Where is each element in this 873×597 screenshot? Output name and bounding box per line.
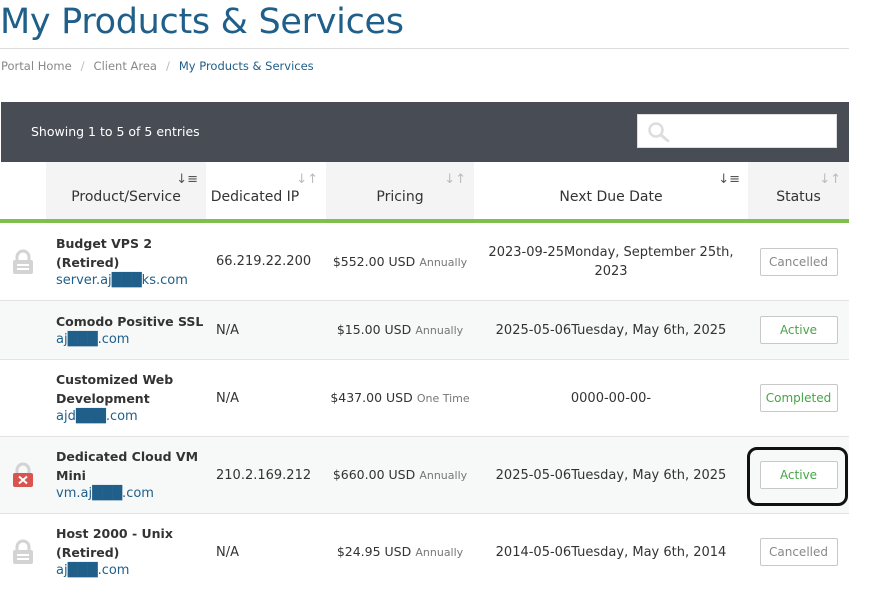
table-row[interactable]: Host 2000 - Unix (Retired) aj███.com N/A… <box>0 514 849 597</box>
row-icon-cell <box>0 514 46 590</box>
breadcrumb-separator: / <box>165 59 170 73</box>
price-amount: $15.00 USD <box>336 322 412 337</box>
breadcrumb-current: My Products & Services <box>178 59 314 73</box>
status-cell: Active <box>748 301 849 359</box>
ip-cell: N/A <box>216 390 239 406</box>
table-toolbar: Showing 1 to 5 of 5 entries <box>1 102 849 162</box>
row-icon-cell <box>0 360 46 436</box>
column-header-label: Product/Service <box>71 189 181 205</box>
column-header-label: Status <box>776 189 821 205</box>
breadcrumb-separator: / <box>80 59 85 73</box>
row-icon-cell <box>0 301 46 359</box>
product-cell: Host 2000 - Unix (Retired) aj███.com <box>56 514 206 590</box>
pricing-cell: $24.95 USD Annually <box>326 514 474 590</box>
pricing-cell: $15.00 USD Annually <box>326 301 474 359</box>
status-badge: Active <box>759 316 838 344</box>
product-domain[interactable]: server.aj███ks.com <box>56 272 188 288</box>
product-name: Comodo Positive SSL <box>56 313 204 329</box>
table-row[interactable]: Budget VPS 2 (Retired) server.aj███ks.co… <box>0 223 849 301</box>
product-domain[interactable]: aj███.com <box>56 563 130 578</box>
table-row[interactable]: Comodo Positive SSL aj███.com N/A $15.00… <box>0 301 849 360</box>
ip-cell: N/A <box>216 322 239 338</box>
product-cell: Dedicated Cloud VM Mini vm.aj███.com <box>56 437 206 513</box>
search-input[interactable] <box>676 119 830 145</box>
annotation-highlight-ring <box>747 447 848 506</box>
column-header-label: Pricing <box>376 189 424 205</box>
status-badge: Cancelled <box>759 538 838 566</box>
row-icon-cell <box>0 437 46 513</box>
product-name: Customized Web Development <box>56 372 174 406</box>
product-domain[interactable]: ajd███.com <box>56 409 138 424</box>
breadcrumb-client-area[interactable]: Client Area <box>93 59 157 73</box>
billing-cycle: One Time <box>416 392 470 405</box>
product-cell: Comodo Positive SSL aj███.com <box>56 301 206 359</box>
product-cell: Customized Web Development ajd███.com <box>56 360 206 436</box>
status-cell: Cancelled <box>748 223 849 300</box>
product-name: Dedicated Cloud VM Mini <box>56 449 199 483</box>
price-amount: $24.95 USD <box>336 544 412 559</box>
breadcrumb-portal-home[interactable]: Portal Home <box>1 59 72 73</box>
billing-cycle: Annually <box>415 546 464 559</box>
billing-cycle: Annually <box>419 469 468 482</box>
sort-desc-icon: ↓≡ <box>718 172 740 187</box>
column-header-label: Next Due Date <box>559 189 663 205</box>
due-date-cell: 2025-05-06Tuesday, May 6th, 2025 <box>495 322 727 338</box>
product-name: Budget VPS 2 (Retired) <box>56 235 153 270</box>
table-row[interactable]: Dedicated Cloud VM Mini vm.aj███.com 210… <box>0 437 849 514</box>
product-domain[interactable]: aj███.com <box>56 331 130 347</box>
due-date-cell: 2014-05-06Tuesday, May 6th, 2014 <box>495 544 727 560</box>
lock-icon <box>13 249 33 274</box>
pricing-cell: $552.00 USD Annually <box>326 223 474 300</box>
status-badge: Completed <box>759 384 838 412</box>
product-name: Host 2000 - Unix (Retired) <box>56 526 173 560</box>
ip-cell: 210.2.169.212 <box>216 467 312 483</box>
column-header-icon <box>0 162 46 223</box>
due-date-cell: 2023-09-25Monday, September 25th, 2023 <box>488 244 734 279</box>
product-domain[interactable]: vm.aj███.com <box>56 486 154 501</box>
column-header-ip[interactable]: Dedicated IP ↓↑ <box>206 162 326 223</box>
status-cell: Active <box>748 437 849 513</box>
due-date-cell: 0000-00-00- <box>570 390 652 406</box>
column-header-status[interactable]: Status ↓↑ <box>748 162 849 223</box>
breadcrumb: Portal Home / Client Area / My Products & Se… <box>1 59 314 73</box>
ip-cell: 66.219.22.200 <box>216 254 312 269</box>
status-cell: Completed <box>748 360 849 436</box>
product-cell: Budget VPS 2 (Retired) server.aj███ks.co… <box>56 223 206 300</box>
column-header-due-date[interactable]: Next Due Date ↓≡ <box>474 162 748 223</box>
pricing-cell: $660.00 USD Annually <box>326 437 474 513</box>
table-header: Product/Service ↓≡ Dedicated IP ↓↑ Prici… <box>0 162 849 223</box>
billing-cycle: Annually <box>415 324 464 337</box>
page-title: My Products & Services <box>0 2 404 42</box>
search-icon <box>648 122 670 142</box>
table-row[interactable]: Customized Web Development ajd███.com N/… <box>0 360 849 437</box>
table-search[interactable] <box>637 114 837 148</box>
billing-cycle: Annually <box>419 255 468 269</box>
row-icon-cell <box>0 223 46 300</box>
column-header-product[interactable]: Product/Service ↓≡ <box>46 162 206 223</box>
price-amount: $552.00 USD <box>332 253 416 269</box>
ip-cell: N/A <box>216 544 239 560</box>
sort-icon: ↓↑ <box>819 172 841 187</box>
sort-icon: ↓↑ <box>444 172 466 187</box>
column-header-label: Dedicated IP <box>210 189 300 205</box>
status-cell: Cancelled <box>748 514 849 590</box>
pricing-cell: $437.00 USD One Time <box>326 360 474 436</box>
due-date-cell: 2025-05-06Tuesday, May 6th, 2025 <box>495 467 727 483</box>
sort-desc-icon: ↓≡ <box>176 172 198 187</box>
suspended-icon <box>13 462 33 487</box>
status-badge: Cancelled <box>759 247 838 276</box>
sort-icon: ↓↑ <box>296 172 318 187</box>
price-amount: $437.00 USD <box>330 390 413 405</box>
price-amount: $660.00 USD <box>332 467 416 482</box>
entries-info: Showing 1 to 5 of 5 entries <box>31 124 200 139</box>
title-divider <box>0 48 849 49</box>
column-header-pricing[interactable]: Pricing ↓↑ <box>326 162 474 223</box>
status-badge: Active <box>759 461 838 489</box>
lock-icon <box>13 539 33 564</box>
